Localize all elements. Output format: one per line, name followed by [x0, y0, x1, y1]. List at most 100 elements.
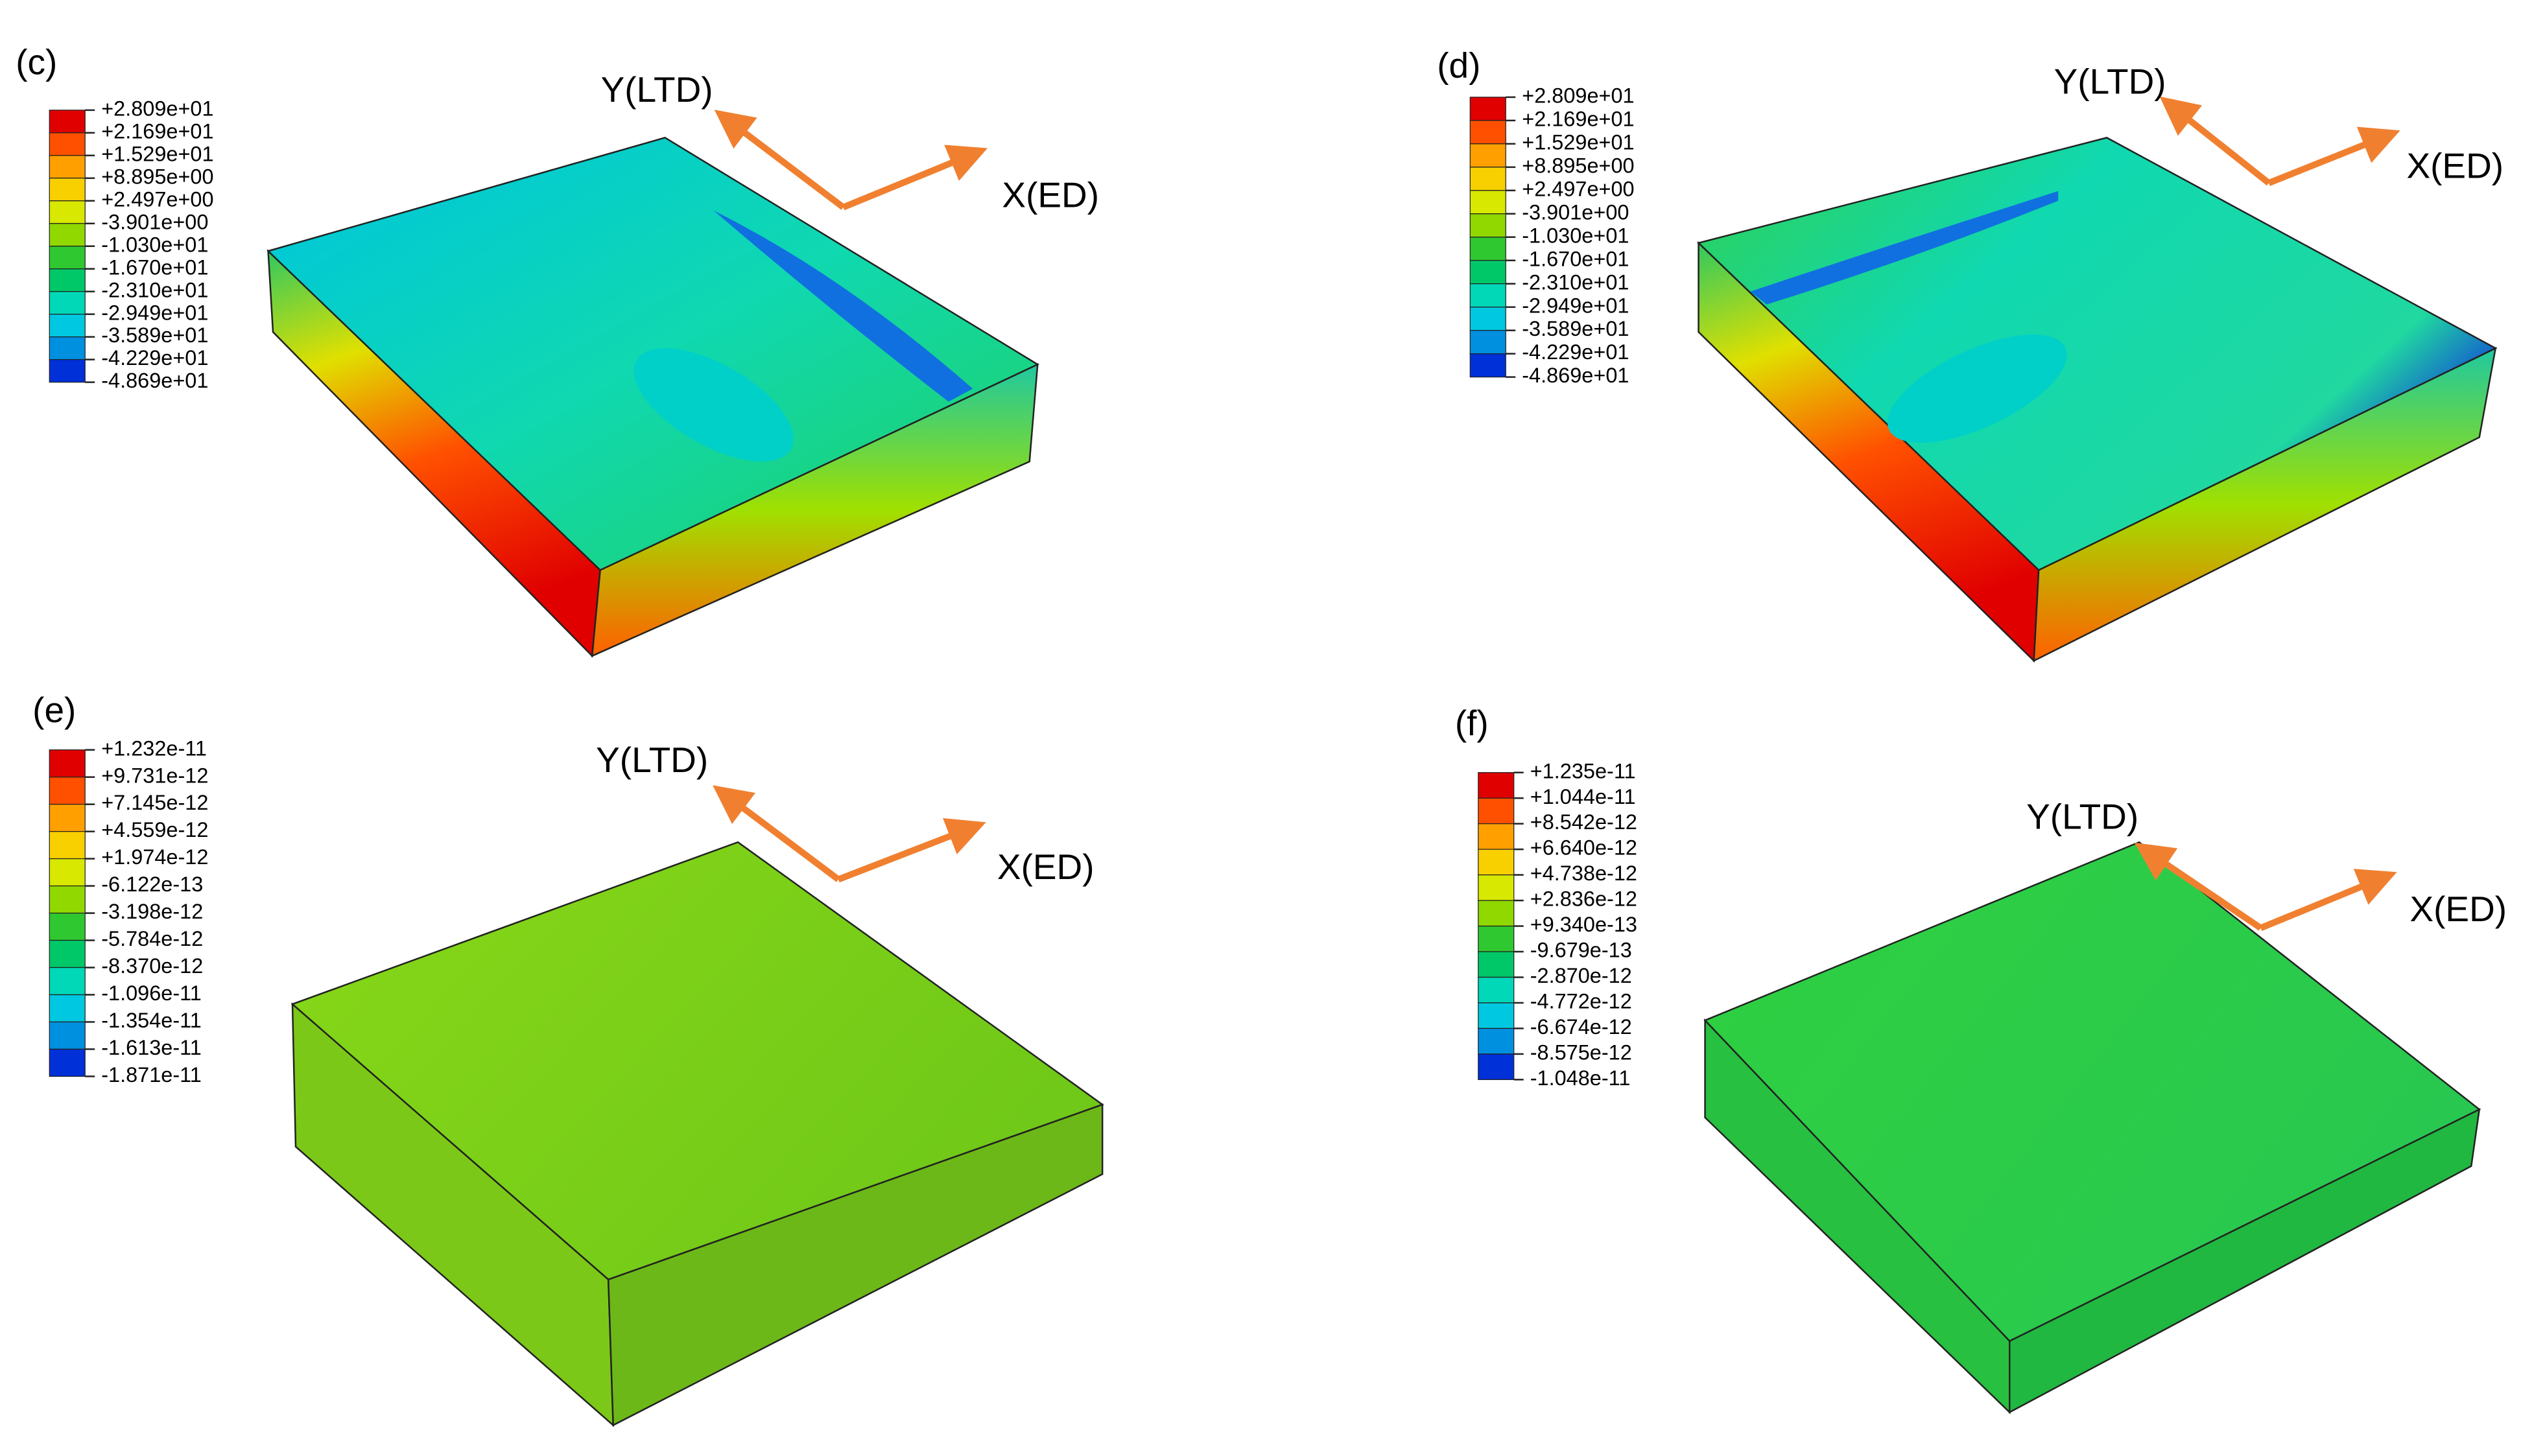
model-c — [266, 137, 1039, 658]
legend-swatch — [1478, 874, 1515, 901]
legend-label: -2.870e-12 — [1530, 964, 1632, 987]
legend-swatch — [1469, 307, 1506, 331]
legend-label: -2.949e+01 — [1522, 294, 1629, 317]
legend-label: +2.809e+01 — [101, 97, 213, 120]
legend-label: -8.575e-12 — [1530, 1040, 1632, 1064]
legend-label: -4.772e-12 — [1530, 990, 1632, 1013]
x-axis-label: X(ED) — [1002, 174, 1099, 215]
legend-label: -1.030e+01 — [1522, 224, 1629, 247]
x-axis-label: X(ED) — [2406, 145, 2504, 185]
legend-label: -4.869e+01 — [1522, 364, 1629, 387]
legend-label: +8.895e+00 — [101, 165, 213, 188]
legend-swatch — [49, 831, 86, 860]
legend-label: -4.229e+01 — [101, 346, 208, 370]
legend-swatch — [1478, 925, 1515, 952]
legend-swatch — [49, 223, 86, 247]
model-f — [1703, 841, 2481, 1415]
legend-label: -4.229e+01 — [1522, 340, 1629, 364]
legend-label: +1.044e-11 — [1530, 785, 1636, 808]
axis-arrow — [2159, 96, 2271, 186]
legend-label: +6.640e-12 — [1530, 836, 1637, 860]
panel-label: (c) — [16, 41, 57, 82]
legend-swatch — [1469, 120, 1506, 145]
legend-swatch — [1469, 213, 1506, 238]
legend-label: -3.901e+00 — [1522, 200, 1629, 224]
legend-label: -4.869e+01 — [101, 369, 208, 392]
legend-swatch — [49, 885, 86, 914]
legend-swatch — [49, 1021, 86, 1050]
axis-arrow — [714, 110, 846, 210]
legend-swatch — [49, 749, 86, 778]
legend-swatch — [49, 359, 86, 383]
legend-label: -3.589e+01 — [1522, 317, 1629, 340]
axis-arrow — [2267, 126, 2400, 186]
axis-arrow — [713, 785, 840, 882]
legend-label: +9.731e-12 — [101, 764, 208, 787]
legend-swatch — [1469, 330, 1506, 355]
legend-swatch — [1478, 772, 1515, 799]
legend-swatch — [49, 246, 86, 270]
y-axis-label: Y(LTD) — [2026, 797, 2138, 837]
legend-label: +2.836e-12 — [1530, 887, 1637, 911]
legend-swatch — [1478, 1027, 1515, 1055]
legend-label: -1.048e-11 — [1530, 1066, 1631, 1090]
legend-swatch — [1478, 951, 1515, 978]
axis-arrow — [837, 818, 986, 883]
legend-swatch — [1469, 237, 1506, 261]
legend-label: -8.370e-12 — [101, 954, 203, 978]
legend-label: -1.613e-11 — [101, 1036, 202, 1059]
legend-swatch — [49, 858, 86, 887]
legend-swatch — [1469, 353, 1506, 378]
legend-swatch — [49, 291, 86, 315]
legend-label: -9.679e-13 — [1530, 939, 1632, 962]
legend-swatch — [1478, 1002, 1515, 1029]
legend-label: +9.340e-13 — [1530, 913, 1637, 936]
legend-swatch — [49, 200, 86, 224]
legend-label: -1.096e-11 — [101, 981, 202, 1005]
legend-label: -1.670e+01 — [101, 255, 208, 279]
legend-swatch — [1478, 1053, 1515, 1081]
legend-swatch — [49, 314, 86, 338]
axis-arrow — [2134, 842, 2263, 931]
legend-label: -6.122e-13 — [101, 873, 203, 896]
legend-label: +1.235e-11 — [1530, 759, 1636, 782]
legend-label: +2.169e+01 — [1522, 107, 1634, 130]
legend-swatch — [49, 178, 86, 202]
legend-label: -3.198e-12 — [101, 900, 203, 923]
panel-label: (f) — [1455, 703, 1489, 743]
y-axis-label: Y(LTD) — [601, 69, 713, 110]
legend-label: +1.232e-11 — [101, 736, 207, 760]
legend-label: +4.559e-12 — [101, 818, 208, 841]
legend-label: +1.529e+01 — [101, 142, 213, 165]
model-d — [1697, 137, 2498, 663]
model-e — [290, 841, 1104, 1427]
legend-swatch — [49, 336, 86, 360]
legend-label: +1.974e-12 — [101, 845, 208, 869]
legend-label: +7.145e-12 — [101, 791, 208, 814]
legend-swatch — [49, 994, 86, 1023]
x-axis-label: X(ED) — [997, 847, 1095, 887]
legend-label: -1.354e-11 — [101, 1009, 202, 1032]
legend-label: -6.674e-12 — [1530, 1015, 1632, 1039]
legend-swatch — [1469, 143, 1506, 168]
legend-label: +2.169e+01 — [101, 119, 213, 143]
legend-label: -5.784e-12 — [101, 927, 203, 950]
legend-swatch — [1469, 283, 1506, 308]
legend-swatch — [1478, 976, 1515, 1004]
legend-swatch — [1469, 167, 1506, 191]
legend-swatch — [49, 155, 86, 179]
legend-swatch — [49, 1048, 86, 1077]
legend-label: +8.542e-12 — [1530, 810, 1637, 834]
legend-label: -1.670e+01 — [1522, 247, 1629, 270]
panel-label: (e) — [32, 690, 76, 730]
legend-swatch — [1478, 823, 1515, 850]
legend-label: +2.497e+00 — [101, 187, 213, 211]
legend-swatch — [1469, 260, 1506, 285]
legend-label: -2.310e+01 — [101, 278, 208, 301]
legend-swatch — [1469, 97, 1506, 121]
axis-arrow — [842, 145, 988, 211]
legend-swatch — [1478, 849, 1515, 876]
panel-label: (d) — [1437, 45, 1480, 85]
legend-label: +4.738e-12 — [1530, 862, 1637, 885]
